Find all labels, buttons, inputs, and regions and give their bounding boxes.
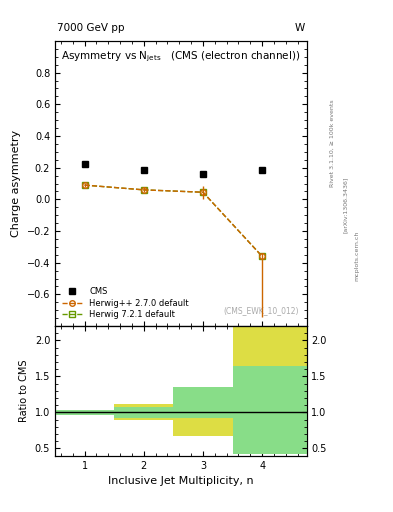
Text: mcplots.cern.ch: mcplots.cern.ch xyxy=(354,231,359,281)
Legend: CMS, Herwig++ 2.7.0 default, Herwig 7.2.1 default: CMS, Herwig++ 2.7.0 default, Herwig 7.2.… xyxy=(59,285,191,322)
Y-axis label: Charge asymmetry: Charge asymmetry xyxy=(11,130,21,237)
Text: W: W xyxy=(294,23,305,33)
Text: 7000 GeV pp: 7000 GeV pp xyxy=(57,23,125,33)
Y-axis label: Ratio to CMS: Ratio to CMS xyxy=(19,359,29,422)
Text: Asymmetry vs N$_\mathregular{jets}$   (CMS (electron channel)): Asymmetry vs N$_\mathregular{jets}$ (CMS… xyxy=(61,50,300,64)
Text: (CMS_EWK_10_012): (CMS_EWK_10_012) xyxy=(224,306,299,315)
Text: [arXiv:1306.3436]: [arXiv:1306.3436] xyxy=(343,177,347,233)
X-axis label: Inclusive Jet Multiplicity, n: Inclusive Jet Multiplicity, n xyxy=(108,476,253,486)
Text: Rivet 3.1.10, ≥ 100k events: Rivet 3.1.10, ≥ 100k events xyxy=(330,99,334,187)
